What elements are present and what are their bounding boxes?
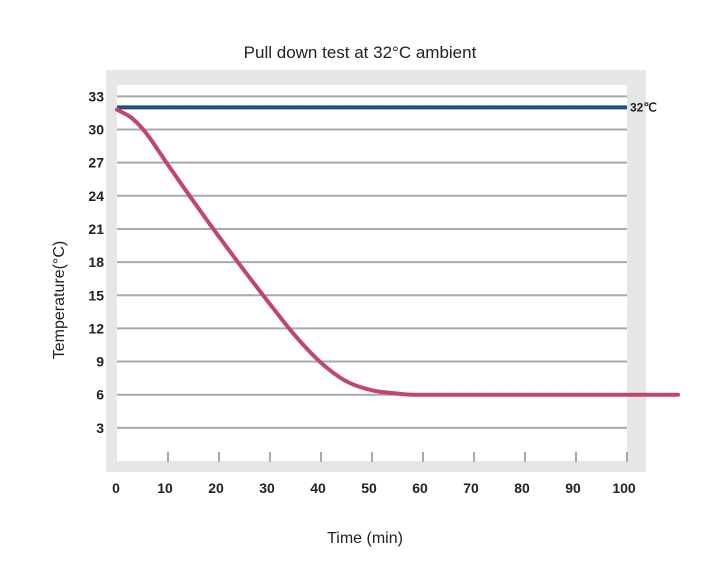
x-tick-label-60: 60 bbox=[412, 480, 428, 496]
x-tick-label-40: 40 bbox=[310, 480, 326, 496]
grid-lines bbox=[117, 95, 627, 429]
series-line-temperature bbox=[115, 107, 680, 397]
y-tick-label-21: 21 bbox=[88, 221, 104, 237]
chart-title: Pull down test at 32°C ambient bbox=[244, 43, 477, 62]
y-tick-labels: 3 6 9 12 15 18 21 24 27 30 33 bbox=[88, 88, 104, 436]
y-tick-label-12: 12 bbox=[88, 320, 104, 336]
x-tick-label-0: 0 bbox=[112, 480, 120, 496]
y-tick-label-24: 24 bbox=[88, 188, 104, 204]
y-axis-label: Temperature(°C) bbox=[51, 241, 68, 359]
y-tick-label-9: 9 bbox=[96, 354, 104, 370]
y-tick-label-3: 3 bbox=[96, 420, 104, 436]
y-tick-label-33: 33 bbox=[88, 88, 104, 104]
x-axis-label: Time (min) bbox=[327, 530, 403, 547]
plot-panel bbox=[117, 85, 627, 461]
y-tick-label-6: 6 bbox=[96, 387, 104, 403]
y-tick-label-15: 15 bbox=[88, 287, 104, 303]
y-tick-label-27: 27 bbox=[88, 155, 104, 171]
x-tick-label-50: 50 bbox=[361, 480, 377, 496]
x-tick-label-90: 90 bbox=[565, 480, 581, 496]
y-tick-label-30: 30 bbox=[88, 122, 104, 138]
x-tick-labels: 0 10 20 30 40 50 60 70 80 90 100 bbox=[112, 480, 636, 496]
series-group bbox=[115, 107, 680, 397]
x-tick-label-20: 20 bbox=[208, 480, 224, 496]
x-tick-label-30: 30 bbox=[259, 480, 275, 496]
x-tick-label-80: 80 bbox=[514, 480, 530, 496]
x-tick-marks bbox=[167, 452, 628, 462]
x-tick-label-10: 10 bbox=[157, 480, 173, 496]
y-tick-label-18: 18 bbox=[88, 254, 104, 270]
reference-line-group: 32℃ bbox=[117, 100, 657, 114]
x-tick-label-70: 70 bbox=[463, 480, 479, 496]
reference-line-label: 32℃ bbox=[630, 100, 657, 114]
x-tick-label-100: 100 bbox=[612, 480, 636, 496]
